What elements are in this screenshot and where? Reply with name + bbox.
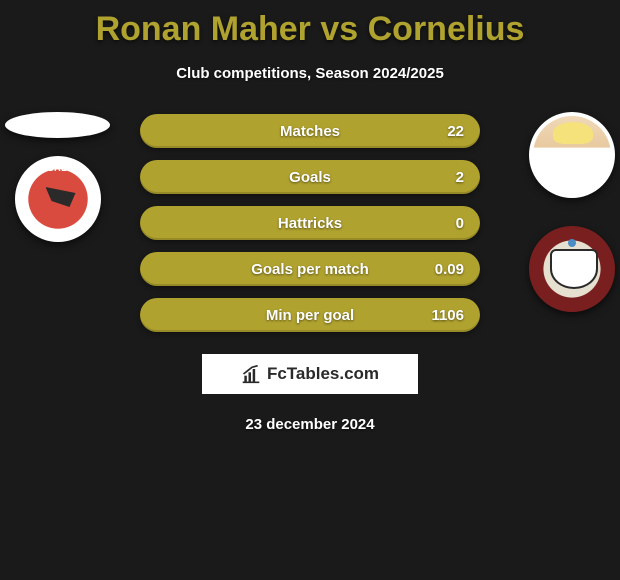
player2-avatar bbox=[529, 112, 615, 198]
player1-club-crest: WALSALL FC bbox=[15, 156, 101, 242]
brand-badge[interactable]: FcTables.com bbox=[202, 354, 418, 394]
footer-date: 23 december 2024 bbox=[0, 416, 620, 433]
stat-value-right: 1106 bbox=[404, 307, 464, 324]
player1-avatar bbox=[5, 112, 110, 138]
stat-value-right: 2 bbox=[404, 169, 464, 186]
stat-label: Goals bbox=[289, 169, 331, 186]
left-player-column: WALSALL FC bbox=[5, 112, 110, 242]
stat-bar: Matches 22 bbox=[140, 114, 480, 148]
brand-text: FcTables.com bbox=[267, 364, 379, 384]
stat-bar: Min per goal 1106 bbox=[140, 298, 480, 332]
stat-bar: Goals 2 bbox=[140, 160, 480, 194]
walsall-crest-text: WALSALL FC bbox=[26, 163, 89, 173]
comparison-panel: WALSALL FC Matches 22 Goals 2 Hattricks 0 Goal… bbox=[0, 114, 620, 332]
page-title: Ronan Maher vs Cornelius bbox=[0, 0, 620, 49]
stat-value-right: 22 bbox=[404, 123, 464, 140]
stat-label: Hattricks bbox=[278, 215, 342, 232]
page-subtitle: Club competitions, Season 2024/2025 bbox=[0, 65, 620, 82]
stat-value-right: 0 bbox=[404, 215, 464, 232]
player2-club-crest bbox=[529, 226, 615, 312]
stat-value-right: 0.09 bbox=[404, 261, 464, 278]
right-player-column bbox=[529, 112, 615, 312]
stat-label: Min per goal bbox=[266, 307, 354, 324]
stat-bar: Hattricks 0 bbox=[140, 206, 480, 240]
stat-label: Goals per match bbox=[251, 261, 369, 278]
chart-icon bbox=[241, 364, 261, 384]
stat-label: Matches bbox=[280, 123, 340, 140]
stat-bar: Goals per match 0.09 bbox=[140, 252, 480, 286]
